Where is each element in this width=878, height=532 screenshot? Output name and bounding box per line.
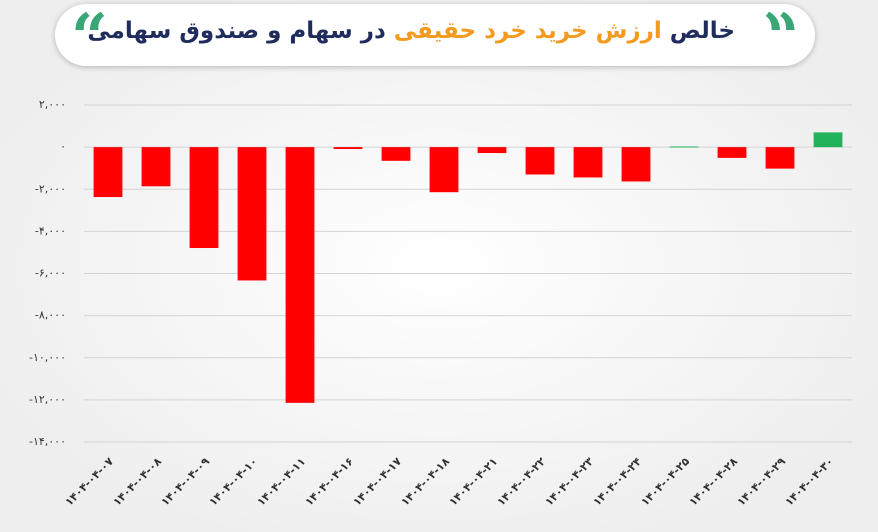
- bar: [525, 147, 555, 175]
- x-tick-label: ۱۴۰۴-۰۴-۲۳: [542, 455, 596, 509]
- x-tick-label: ۱۴۰۴-۰۴-۲۲: [494, 455, 548, 509]
- bar: [669, 146, 699, 148]
- bar: [717, 147, 747, 158]
- bar: [477, 147, 507, 154]
- bar: [573, 147, 603, 178]
- x-tick-label: ۱۴۰۴-۰۴-۱۷: [350, 455, 404, 509]
- y-tick-label: -۸,۰۰۰: [35, 309, 66, 322]
- y-tick-label: -۶,۰۰۰: [35, 267, 66, 280]
- chart-title: خالص ارزش خرید خرد حقیقی در سهام و صندوق…: [87, 18, 735, 44]
- x-tick-label: ۱۴۰۴-۰۴-۱۸: [398, 455, 452, 509]
- quote-icon: “: [71, 0, 108, 75]
- x-tick-label: ۱۴۰۴-۰۴-۰۹: [158, 455, 212, 509]
- bar: [141, 147, 171, 187]
- bar: [381, 147, 411, 161]
- bar: [765, 147, 795, 169]
- title-banner: “ “ خالص ارزش خرید خرد حقیقی در سهام و ص…: [55, 0, 815, 75]
- x-tick-label: ۱۴۰۴-۰۴-۲۵: [638, 455, 692, 509]
- bar: [93, 147, 123, 198]
- x-tick-label: ۱۴۰۴-۰۴-۱۱: [254, 455, 308, 509]
- title-part: در سهام و صندوق سهامی: [87, 18, 386, 44]
- x-tick-label: ۱۴۰۴-۰۴-۱۰: [206, 455, 260, 509]
- x-tick-label: ۱۴۰۴-۰۴-۳۰: [782, 455, 836, 509]
- x-tick-label: ۱۴۰۴-۰۴-۰۸: [110, 455, 164, 509]
- x-tick-label: ۱۴۰۴-۰۴-۲۹: [734, 455, 788, 509]
- y-tick-label: -۴,۰۰۰: [35, 224, 66, 237]
- y-tick-label: -۱۰,۰۰۰: [29, 351, 66, 364]
- y-tick-label: -۲,۰۰۰: [35, 182, 66, 195]
- bar: [813, 132, 843, 148]
- bar: [333, 147, 363, 150]
- x-tick-label: ۱۴۰۴-۰۴-۲۴: [590, 455, 644, 509]
- bar: [621, 147, 651, 182]
- y-tick-label: ۰: [60, 140, 66, 153]
- title-part: خالص: [669, 18, 735, 44]
- bar: [237, 147, 267, 281]
- x-tick-label: ۱۴۰۴-۰۴-۱۶: [302, 455, 356, 509]
- y-tick-label: -۱۴,۰۰۰: [29, 435, 66, 448]
- bar: [429, 147, 459, 193]
- y-tick-label: -۱۲,۰۰۰: [29, 393, 66, 406]
- x-tick-label: ۱۴۰۴-۰۴-۲۸: [686, 455, 740, 509]
- title-part: ارزش خرید خرد حقیقی: [393, 18, 662, 44]
- x-tick-label: ۱۴۰۴-۰۴-۰۷: [62, 455, 116, 509]
- x-tick-label: ۱۴۰۴-۰۴-۲۱: [446, 455, 500, 509]
- bar: [189, 147, 219, 249]
- bar: [285, 147, 315, 403]
- y-tick-label: ۲,۰۰۰: [39, 98, 66, 111]
